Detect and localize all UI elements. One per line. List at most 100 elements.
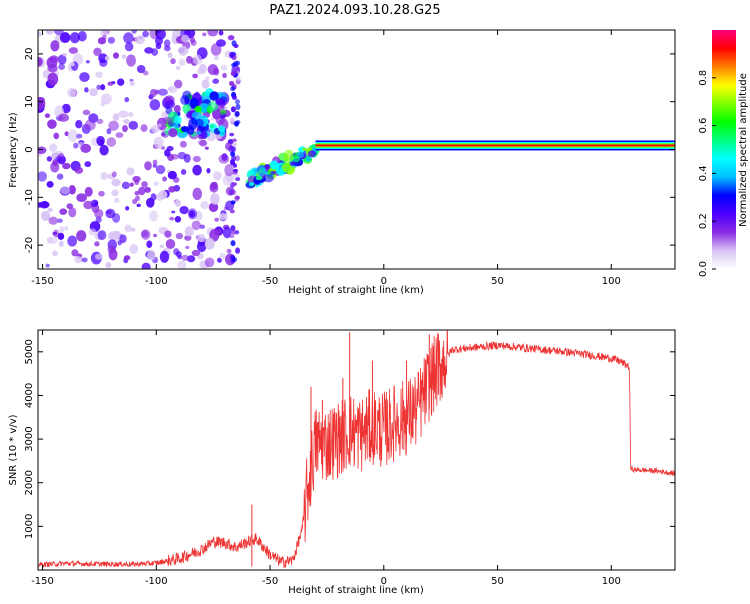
spectrogram-blob xyxy=(231,95,237,100)
spectrogram-blob xyxy=(96,135,105,146)
spectrogram-blob xyxy=(177,254,183,260)
spectrogram-blob xyxy=(186,55,193,64)
spectrogram-blob xyxy=(192,187,203,201)
snr-x-ticks: -150 -100 -50 0 50 100 xyxy=(31,330,621,587)
spectrogram-blob xyxy=(93,47,102,57)
spectrogram-blob xyxy=(175,65,181,70)
spectrogram-blob xyxy=(69,32,80,44)
spectrogram-blob xyxy=(122,124,128,133)
spectrogram-blob xyxy=(210,193,220,205)
spectrogram-blob xyxy=(149,99,161,111)
spectrogram-region-0 xyxy=(38,30,241,269)
spectrogram-blob xyxy=(73,142,79,149)
spectrogram-blob xyxy=(255,175,263,181)
spectrogram-blob xyxy=(121,54,127,59)
spectrogram-blob xyxy=(76,230,87,242)
spectrogram-blob xyxy=(69,62,75,67)
spectrogram-blob xyxy=(142,30,149,38)
spectrogram-blob xyxy=(58,113,70,122)
spectrogram-blob xyxy=(132,175,141,183)
snr-y-tick-label: 2000 xyxy=(24,470,35,495)
spectrogram-blob xyxy=(173,105,181,113)
spectrogram-blob xyxy=(56,218,63,223)
spectrogram-blob xyxy=(231,138,237,143)
spectrogram-blob xyxy=(61,103,71,114)
spectrogram-blob xyxy=(229,51,235,59)
spectrogram-blob xyxy=(179,140,187,148)
spectrogram-blob xyxy=(79,72,90,82)
spectrogram-blob xyxy=(195,118,204,129)
spectrogram-blob xyxy=(131,30,137,34)
spectrogram-blob xyxy=(209,183,219,193)
colorbar-tick-label: 0.6 xyxy=(698,118,709,134)
snr-x-tick-label: 50 xyxy=(491,576,504,587)
spectrogram-blob xyxy=(216,39,226,47)
spectrogram-blob xyxy=(230,225,236,232)
snr-x-tick-label: -150 xyxy=(31,576,54,587)
spectrogram-blob xyxy=(113,197,120,204)
spectrogram-blob xyxy=(180,126,189,132)
spectrogram-blob xyxy=(47,72,59,86)
spectrogram-blob xyxy=(68,185,76,195)
spectrogram-blob xyxy=(248,182,255,187)
spectrogram-blob xyxy=(235,60,241,66)
snr-panel: -150 -100 -50 0 50 100 1000 2000 3000 4000 5000 H… xyxy=(8,329,676,596)
spectrogram-blob xyxy=(94,241,100,247)
spectrogram-blob xyxy=(105,262,112,269)
spectrogram-blob xyxy=(167,52,173,59)
snr-x-tick-label: -50 xyxy=(262,576,278,587)
spectrogram-blob xyxy=(204,257,215,268)
spectrogram-blob xyxy=(124,224,132,233)
snr-x-label: Height of straight line (km) xyxy=(288,585,424,596)
spectrogram-blob xyxy=(230,86,236,92)
spectrogram-blob xyxy=(185,245,190,249)
spectrogram-x-tick-label: 100 xyxy=(602,276,621,287)
spectrogram-blob xyxy=(229,117,235,123)
spectrogram-blob xyxy=(95,71,103,78)
spectrogram-blob xyxy=(158,190,168,200)
spectrogram-blob xyxy=(46,156,53,162)
spectrogram-blob xyxy=(44,113,51,118)
spectrogram-blob xyxy=(204,146,209,150)
spectrogram-blob xyxy=(217,125,226,132)
spectrogram-y-tick-label: 10 xyxy=(24,95,35,108)
spectrogram-blob xyxy=(149,210,158,222)
spectrogram-blob xyxy=(53,30,64,36)
spectrogram-blob xyxy=(82,109,91,116)
spectrogram-blob xyxy=(100,84,106,91)
spectrogram-blob xyxy=(68,47,79,54)
spectrogram-blob xyxy=(59,208,68,215)
spectrogram-blob xyxy=(76,133,83,139)
colorbar: 0.0 0.2 0.4 0.6 0.8 Normalized spectral ampl… xyxy=(698,30,749,277)
spectrogram-blob xyxy=(218,154,230,164)
spectrogram-blob xyxy=(38,146,47,155)
spectrogram-blob xyxy=(123,118,130,124)
spectrogram-blob xyxy=(83,200,94,210)
spectrogram-blob xyxy=(75,119,83,129)
spectrogram-blob xyxy=(168,128,178,138)
spectrogram-blob xyxy=(184,226,194,237)
spectrogram-blob xyxy=(89,88,98,97)
spectrogram-blob xyxy=(235,247,241,254)
colorbar-tick-label: 0.2 xyxy=(698,213,709,229)
spectrogram-blob xyxy=(96,84,101,91)
spectrogram-blob xyxy=(226,248,232,254)
spectrogram-blob xyxy=(231,189,237,195)
spectrogram-blob xyxy=(155,30,162,34)
spectrogram-blob xyxy=(291,155,301,163)
spectrogram-blob xyxy=(209,91,219,101)
spectrogram-blob xyxy=(219,109,227,115)
spectrogram-blob xyxy=(269,160,279,170)
spectrogram-blob xyxy=(118,110,129,118)
spectrogram-blob xyxy=(215,98,225,106)
snr-x-tick-label: 100 xyxy=(602,576,621,587)
spectrogram-x-ticks: -150 -100 -50 0 50 100 xyxy=(31,30,621,287)
spectrogram-blob xyxy=(222,72,227,79)
spectrogram-blob xyxy=(38,31,42,37)
spectrogram-blob xyxy=(162,176,167,182)
spectrogram-blob xyxy=(264,164,271,170)
spectrogram-blob xyxy=(218,213,228,221)
spectrogram-blob xyxy=(134,35,145,45)
spectrogram-blob xyxy=(171,210,176,214)
spectrogram-blob xyxy=(220,64,228,71)
